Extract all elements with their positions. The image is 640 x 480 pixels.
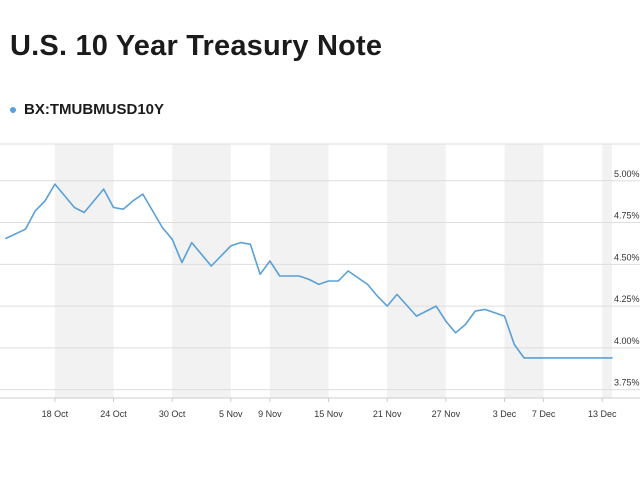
y-tick-label: 4.75% bbox=[614, 211, 640, 221]
legend-label: BX:TMUBMUSD10Y bbox=[24, 101, 165, 118]
shaded-band-2 bbox=[269, 144, 329, 398]
x-tick-label: 15 Nov bbox=[314, 409, 343, 419]
legend[interactable]: BX:TMUBMUSD10Y bbox=[10, 101, 164, 118]
y-tick-label: 3.75% bbox=[614, 378, 640, 388]
x-tick-label: 13 Dec bbox=[588, 409, 617, 419]
x-tick-label: 9 Nov bbox=[258, 409, 282, 419]
x-tick-label: 30 Oct bbox=[159, 409, 186, 419]
y-axis-ticks: 5.00% 4.75% 4.50% 4.25% 4.00% 3.75% bbox=[614, 169, 640, 388]
y-tick-label: 4.00% bbox=[614, 336, 640, 346]
grid-lines bbox=[0, 143, 640, 399]
shaded-band-1 bbox=[172, 144, 231, 398]
series-line-0[interactable] bbox=[5, 183, 613, 359]
x-tick-label: 3 Dec bbox=[493, 409, 517, 419]
shaded-bands bbox=[54, 144, 612, 398]
x-axis-ticks: 18 Oct 24 Oct 30 Oct 5 Nov 9 Nov 15 Nov 21 Nov… bbox=[42, 398, 617, 419]
y-tick-label: 4.50% bbox=[614, 252, 640, 262]
shaded-band-4 bbox=[504, 144, 544, 398]
shaded-band-5 bbox=[602, 144, 612, 398]
x-tick-label: 21 Nov bbox=[373, 409, 402, 419]
x-tick-label: 5 Nov bbox=[219, 409, 243, 419]
legend-marker bbox=[10, 106, 16, 113]
y-tick-label: 5.00% bbox=[614, 169, 640, 179]
shaded-band-0 bbox=[54, 144, 114, 398]
y-tick-label: 4.25% bbox=[614, 294, 640, 304]
series-line bbox=[5, 183, 613, 359]
x-tick-label: 24 Oct bbox=[100, 409, 127, 419]
x-tick-label: 27 Nov bbox=[432, 409, 461, 419]
x-tick-label: 7 Dec bbox=[532, 409, 556, 419]
x-tick-label: 18 Oct bbox=[42, 409, 69, 419]
shaded-band-3 bbox=[387, 144, 446, 398]
chart-title: U.S. 10 Year Treasury Note bbox=[10, 30, 383, 62]
